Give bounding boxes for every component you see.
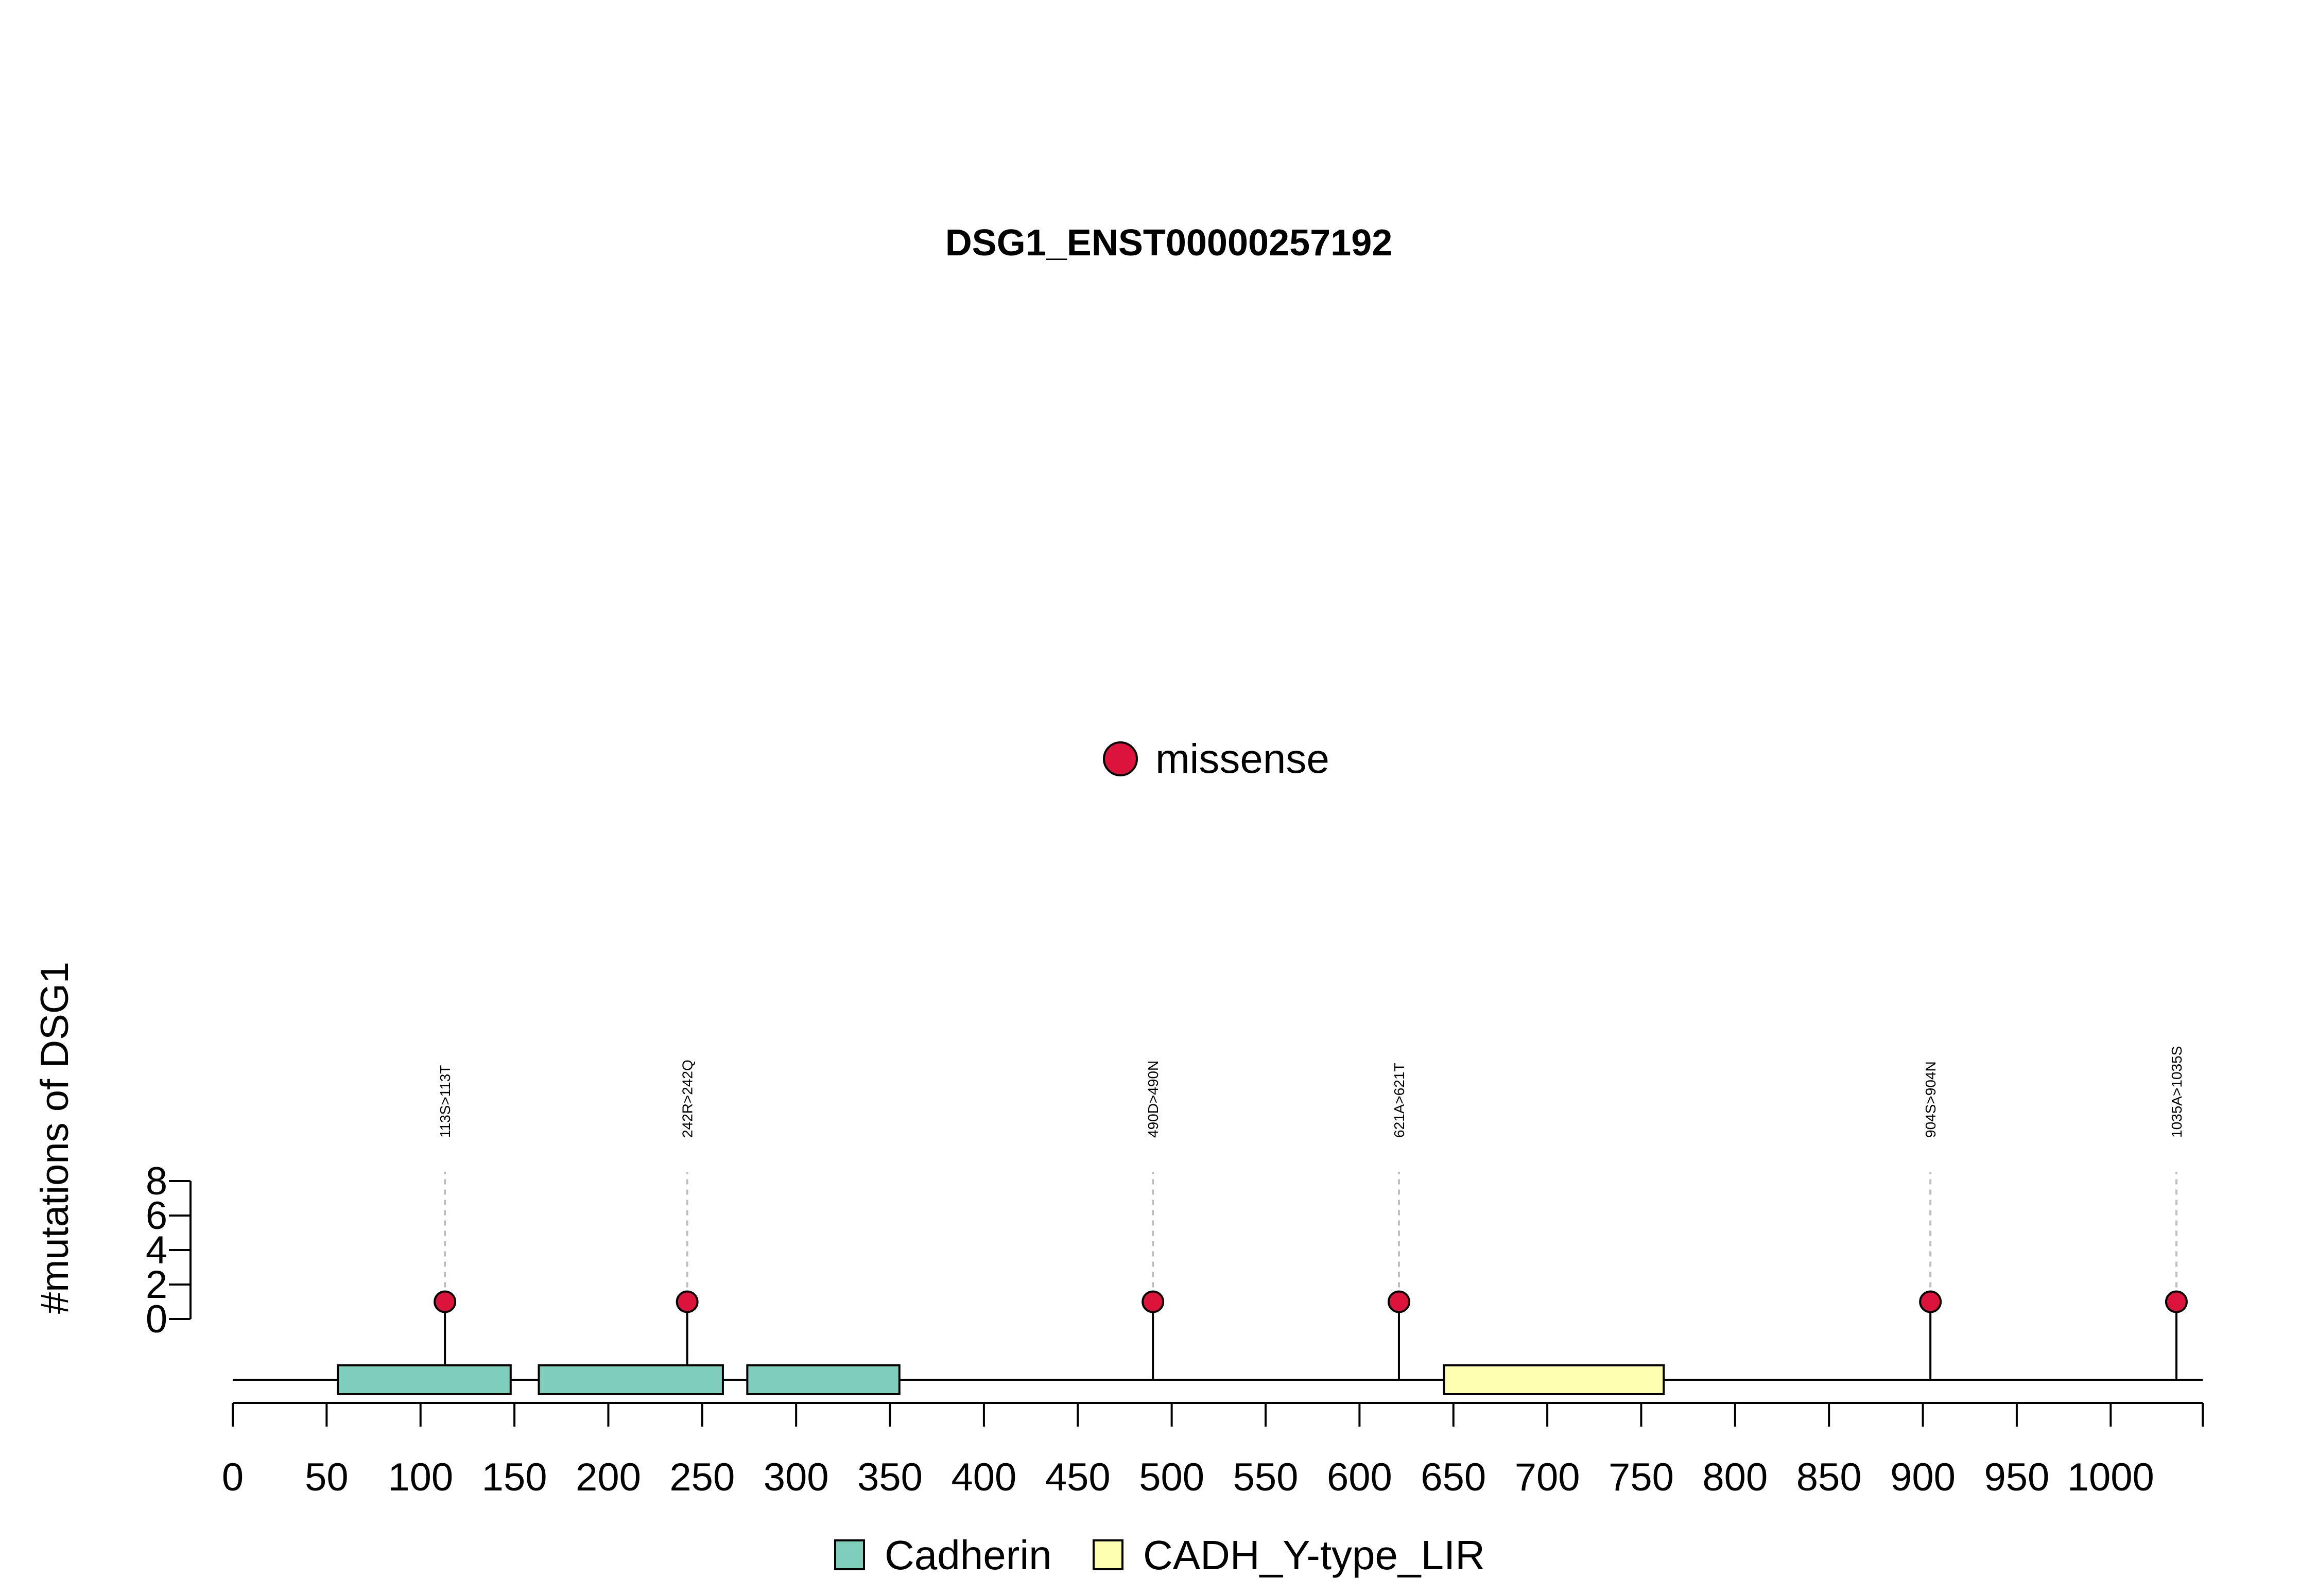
x-tick-label-700: 700 xyxy=(1515,1455,1580,1499)
legend-missense-marker xyxy=(1103,741,1138,776)
domain-4 xyxy=(1443,1364,1665,1395)
x-tick-label-150: 150 xyxy=(482,1455,547,1499)
mutation-label-621: 621A>621T xyxy=(1391,1063,1407,1138)
x-tick-label-950: 950 xyxy=(1984,1455,2050,1499)
y-tick-label-6: 6 xyxy=(146,1194,167,1238)
legend-domain-label-1: Cadherin xyxy=(885,1532,1052,1578)
domain-3 xyxy=(746,1364,901,1395)
mutation-label-1035: 1035A>1035S xyxy=(2169,1046,2185,1138)
x-tick-label-500: 500 xyxy=(1139,1455,1204,1499)
chart-title: DSG1_ENST00000257192 xyxy=(945,222,1393,264)
x-tick-label-400: 400 xyxy=(952,1455,1017,1499)
x-tick-label-100: 100 xyxy=(388,1455,453,1499)
x-tick-label-550: 550 xyxy=(1233,1455,1299,1499)
x-tick-label-650: 650 xyxy=(1421,1455,1486,1499)
mutation-labels: 113S>113T 242R>242Q 490D>490N 621A>621T 904S… xyxy=(437,1046,2185,1138)
mutation-stems xyxy=(444,1172,2177,1380)
x-tick-label-800: 800 xyxy=(1702,1455,1768,1499)
mutation-label-242: 242R>242Q xyxy=(680,1060,696,1138)
mutation-label-904: 904S>904N xyxy=(1923,1061,1939,1138)
y-tick-label-8: 8 xyxy=(146,1159,167,1203)
x-tick-label-350: 350 xyxy=(857,1455,923,1499)
y-tick-label-4: 4 xyxy=(146,1228,167,1272)
mutation-label-490: 490D>490N xyxy=(1145,1061,1161,1138)
protein-domains xyxy=(337,1364,1665,1395)
x-tick-label-0: 0 xyxy=(222,1455,244,1499)
x-tick-label-450: 450 xyxy=(1045,1455,1111,1499)
x-tick-label-50: 50 xyxy=(305,1455,349,1499)
x-tick-label-250: 250 xyxy=(669,1455,735,1499)
x-tick-label-750: 750 xyxy=(1609,1455,1674,1499)
mutation-label-113: 113S>113T xyxy=(437,1065,453,1138)
x-tick-label-900: 900 xyxy=(1890,1455,1956,1499)
domain-legend: Cadherin CADH_Y-type_LIR xyxy=(834,1532,1485,1578)
y-tick-label-2: 2 xyxy=(146,1263,167,1307)
mutation-type-legend: missense xyxy=(1103,736,1329,782)
x-axis: 0 50 100 150 200 250 300 350 400 450 500 550 600 650 7… xyxy=(222,1402,2204,1499)
mutation-point-621 xyxy=(1387,1290,1410,1313)
x-tick-label-200: 200 xyxy=(576,1455,641,1499)
legend-domain-label-2: CADH_Y-type_LIR xyxy=(1143,1532,1485,1578)
mutation-point-113 xyxy=(434,1290,457,1313)
domain-1 xyxy=(337,1364,512,1395)
mutation-point-490 xyxy=(1142,1290,1165,1313)
legend-missense-label: missense xyxy=(1155,736,1329,782)
legend-domain-swatch-1 xyxy=(834,1539,865,1570)
y-axis-label: #mutations of DSG1 xyxy=(33,962,77,1314)
y-tick-label-0: 0 xyxy=(146,1297,167,1341)
domain-2 xyxy=(538,1364,724,1395)
x-tick-label-1000: 1000 xyxy=(2067,1455,2154,1499)
mutation-point-242 xyxy=(676,1290,699,1313)
legend-domain-swatch-2 xyxy=(1093,1539,1123,1570)
x-tick-label-300: 300 xyxy=(764,1455,829,1499)
mutation-points xyxy=(434,1290,2188,1313)
x-tick-label-850: 850 xyxy=(1796,1455,1862,1499)
x-tick-label-600: 600 xyxy=(1327,1455,1392,1499)
mutation-point-904 xyxy=(1919,1290,1942,1313)
mutation-point-1035 xyxy=(2165,1290,2188,1313)
